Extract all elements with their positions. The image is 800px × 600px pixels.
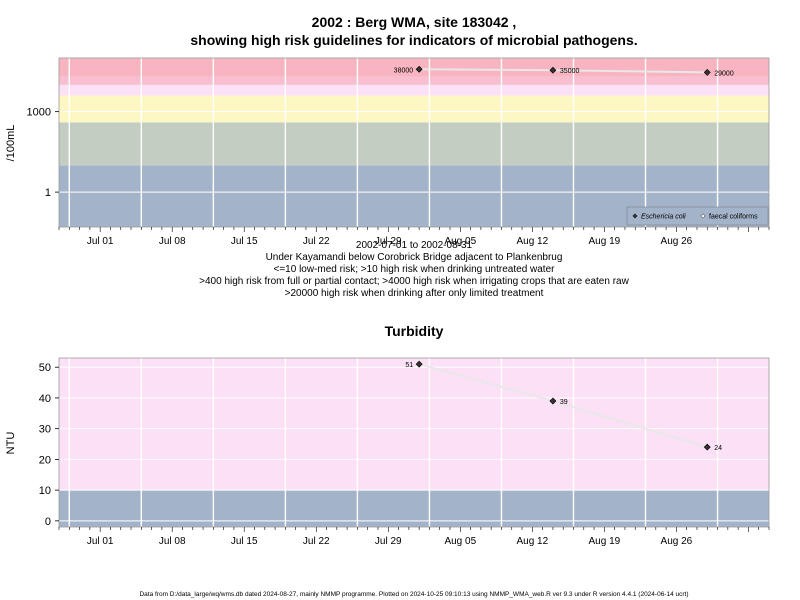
legend-marker bbox=[700, 213, 706, 219]
risk-band-1 bbox=[59, 490, 769, 527]
y-tick-label: 1000 bbox=[27, 107, 51, 119]
y-tick-label: 1 bbox=[45, 187, 51, 199]
y-tick-label: 10 bbox=[39, 485, 51, 497]
plot-frame bbox=[58, 57, 770, 228]
risk-band-6 bbox=[59, 58, 769, 77]
data-point bbox=[549, 397, 557, 405]
x-tick-label: Jul 01 bbox=[87, 236, 114, 247]
subtitle-line1: 2002-07-01 to 2002-08-31 bbox=[356, 240, 473, 251]
legend-label: faecal coliforms bbox=[709, 214, 758, 221]
subtitle-line2: Under Kayamandi below Corobrick Bridge a… bbox=[266, 252, 563, 263]
risk-band-2 bbox=[59, 358, 769, 491]
legend-marker bbox=[632, 213, 638, 219]
x-tick-label: Jul 15 bbox=[231, 236, 258, 247]
turbidity-panel: 0 10 20 30 40 50 NTU Jul 01 Jul 08 Jul 15 Jul 22 Ju… bbox=[5, 357, 770, 547]
turbidity-title: Turbidity bbox=[385, 323, 444, 339]
data-label: 38000 bbox=[394, 67, 414, 74]
x-tick-label: Jul 08 bbox=[159, 236, 186, 247]
risk-band-5 bbox=[59, 76, 769, 85]
data-point bbox=[549, 66, 557, 74]
data-point bbox=[415, 65, 423, 73]
x-tick-label: Jul 01 bbox=[87, 536, 114, 547]
legend-label: Eschericia coli bbox=[641, 214, 686, 221]
y-axis-label: /100mL bbox=[5, 125, 17, 162]
plot-frame bbox=[58, 357, 770, 528]
x-tick-label: Jul 22 bbox=[303, 536, 330, 547]
data-point bbox=[415, 360, 423, 368]
x-tick-label: Jul 29 bbox=[375, 536, 402, 547]
footer-note: Data from D:/data_large/wq/wms.db dated … bbox=[139, 591, 688, 598]
data-label: 39 bbox=[560, 399, 568, 406]
subtitle-line4: >400 high risk from full or partial cont… bbox=[199, 276, 629, 287]
data-label: 24 bbox=[714, 445, 722, 452]
x-tick-label: Jul 29 bbox=[375, 236, 402, 247]
x-tick-label: Aug 26 bbox=[661, 236, 693, 247]
risk-band-4 bbox=[59, 84, 769, 96]
y-tick-label: 40 bbox=[39, 393, 51, 405]
x-tick-label: Aug 12 bbox=[516, 536, 548, 547]
subtitle-line5: >20000 high risk when drinking after onl… bbox=[285, 288, 544, 299]
data-label: 35000 bbox=[560, 68, 580, 75]
x-tick-label: Jul 22 bbox=[303, 236, 330, 247]
y-tick-label: 30 bbox=[39, 424, 51, 436]
chart-title-line1: 2002 : Berg WMA, site 183042 , bbox=[312, 14, 517, 30]
legend-box bbox=[626, 206, 769, 226]
x-tick-label: Aug 26 bbox=[661, 536, 693, 547]
data-point bbox=[703, 443, 711, 451]
x-tick-label: Aug 05 bbox=[444, 236, 476, 247]
y-axis-label: NTU bbox=[5, 432, 17, 455]
chart-title-line2: showing high risk guidelines for indicat… bbox=[190, 32, 637, 48]
x-tick-label: Aug 05 bbox=[444, 536, 476, 547]
y-tick-label: 20 bbox=[39, 454, 51, 466]
x-tick-label: Jul 15 bbox=[231, 536, 258, 547]
x-tick-label: Aug 19 bbox=[589, 236, 621, 247]
x-tick-label: Aug 19 bbox=[589, 536, 621, 547]
x-tick-label: Jul 08 bbox=[159, 536, 186, 547]
risk-band-3 bbox=[59, 95, 769, 123]
subtitle-line3: <=10 low-med risk; >10 high risk when dr… bbox=[274, 264, 556, 275]
y-tick-label: 0 bbox=[45, 516, 51, 528]
risk-band-2 bbox=[59, 122, 769, 166]
data-point bbox=[703, 68, 711, 76]
data-label: 29000 bbox=[714, 70, 734, 77]
ecoli-panel: 1 1000/100mL Jul 01 Jul 08 Jul 15 Jul 22 Jul 2… bbox=[5, 57, 770, 247]
data-label: 51 bbox=[405, 362, 413, 369]
y-tick-label: 50 bbox=[39, 362, 51, 374]
x-tick-label: Aug 12 bbox=[516, 236, 548, 247]
